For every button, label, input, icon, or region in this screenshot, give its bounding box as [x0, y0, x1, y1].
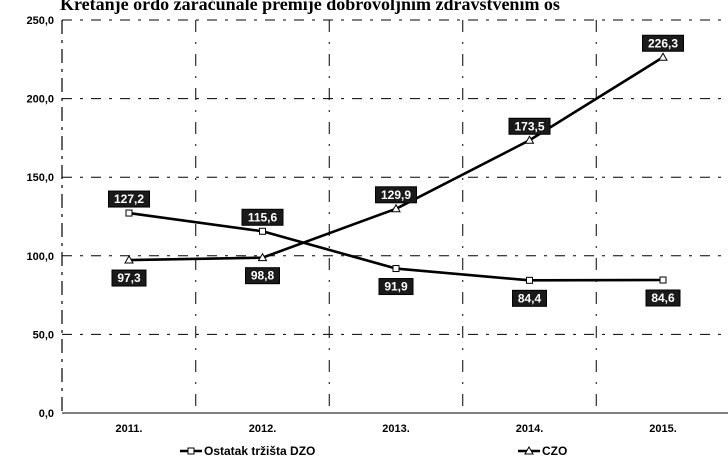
series-line-1	[128, 56, 664, 262]
legend-label: CZO	[542, 444, 567, 458]
data-label-text: 226,3	[648, 36, 678, 50]
data-label-text: 97,3	[117, 271, 141, 285]
legend-label: Ostatak tržišta DZO	[204, 444, 315, 458]
data-label-series0: 91,9	[378, 278, 414, 296]
x-tick-label: 2011.	[116, 423, 143, 435]
legend-marker	[187, 447, 195, 455]
legend: Ostatak tržišta DZO CZO	[180, 444, 567, 458]
data-label-box	[512, 289, 547, 307]
data-label-text: 115,6	[248, 210, 278, 224]
x-axis-ticks: 2011. 2012. 2013. 2014. 2015.	[116, 423, 677, 435]
data-label-box	[642, 34, 684, 52]
chart-title: Kretanje ordo zaračunale premije dobrovo…	[60, 0, 560, 14]
data-label-series1: 97,3	[111, 269, 147, 287]
x-tick-label: 2014.	[516, 423, 544, 435]
y-tick-label: 250,0	[26, 15, 54, 27]
data-label-box	[108, 190, 150, 208]
data-point	[257, 252, 268, 262]
data-label-text: 84,4	[518, 291, 542, 305]
y-tick-label: 200,0	[26, 94, 54, 106]
data-label-text: 127,2	[114, 192, 144, 206]
data-label-series1: 226,3	[642, 34, 684, 52]
data-label-box	[508, 117, 551, 135]
data-point	[526, 276, 533, 284]
axes	[61, 20, 728, 414]
y-axis-ticks: 0,0 50,0 100,0 150,0 200,0 250,0	[26, 15, 54, 420]
data-point	[124, 255, 134, 264]
data-label-box	[241, 208, 284, 226]
legend-marker	[524, 445, 534, 455]
data-labels: 127,2 115,6 91,9 84,4 84,6 97,3 98,8 129,9 173,5…	[108, 34, 684, 307]
data-label-text: 129,9	[381, 188, 411, 202]
x-tick-label: 2015.	[649, 423, 677, 435]
data-point	[391, 203, 401, 213]
data-label-series0: 84,4	[512, 289, 547, 307]
x-tick-label: 2013.	[382, 423, 410, 435]
x-tick-label: 2012.	[249, 423, 277, 435]
series-lines	[124, 52, 668, 284]
data-label-series0: 84,6	[645, 289, 681, 307]
data-label-box	[645, 289, 681, 307]
data-label-text: 91,9	[384, 280, 408, 294]
data-label-text: 98,8	[251, 269, 275, 283]
data-point	[125, 209, 133, 217]
data-point	[659, 276, 667, 284]
data-label-series0: 115,6	[241, 208, 284, 226]
data-label-series1: 129,9	[375, 186, 417, 204]
data-label-series1: 98,8	[245, 267, 280, 285]
data-point	[658, 52, 668, 61]
y-tick-label: 50,0	[33, 329, 54, 341]
grid-lines	[62, 19, 728, 413]
data-label-box	[245, 267, 280, 285]
data-label-box	[111, 269, 147, 287]
y-tick-label: 0,0	[39, 408, 54, 420]
y-tick-label: 100,0	[26, 251, 54, 263]
data-point	[524, 135, 535, 144]
data-label-series0: 127,2	[108, 190, 150, 208]
data-point	[392, 265, 400, 273]
data-point	[259, 227, 266, 235]
data-label-text: 84,6	[651, 291, 675, 305]
data-label-text: 173,5	[514, 119, 544, 133]
data-label-box	[378, 278, 414, 296]
y-tick-label: 150,0	[26, 172, 54, 184]
data-label-box	[375, 186, 417, 204]
data-label-series1: 173,5	[508, 117, 551, 135]
